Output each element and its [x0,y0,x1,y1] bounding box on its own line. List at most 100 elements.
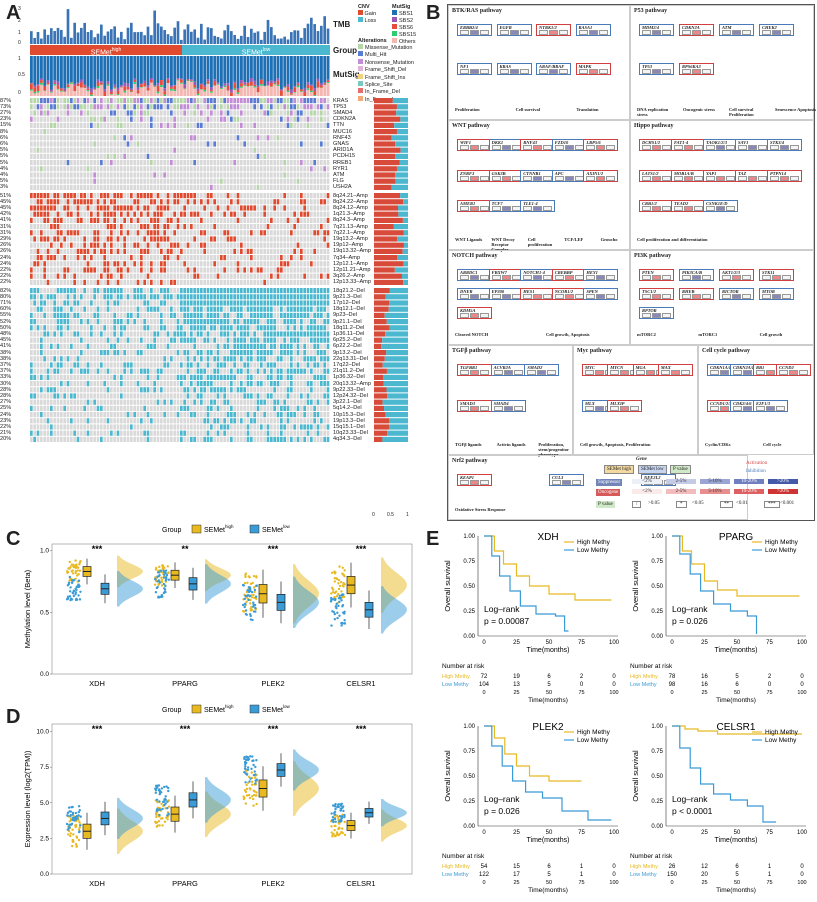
oncoplot-cell [180,381,183,387]
oncoplot-cell [276,193,280,199]
oncoplot-cell [196,153,200,159]
oncoplot-cell [273,306,276,312]
oncoplot-cell [306,116,310,122]
oncoplot-cell [56,122,60,128]
mutsig-bar-segment [56,56,60,82]
oncoplot-cell [100,350,103,356]
oncoplot-cell [136,122,140,128]
oncoplot-cell [290,184,293,190]
oncoplot-cell [246,193,250,199]
oncoplot-cell [146,374,150,380]
oncoplot-cell [70,261,73,267]
oncoplot-cell [223,343,226,349]
oncoplot-cell [106,104,110,110]
oncoplot-cell [73,205,76,211]
oncoplot-cell [320,343,323,349]
mutsig-bar-segment [153,85,157,87]
oncoplot-cell [250,387,253,393]
mutsig-bar-segment [316,78,320,82]
mutsig-bar-segment [203,87,207,90]
oncoplot-cell [303,184,306,190]
tmb-bar [230,31,233,44]
oncoplot-cell [126,368,130,374]
oncoplot-cell [266,184,270,190]
oncoplot-cell [210,141,213,147]
oncoplot-cell [100,147,103,153]
oncoplot-cell [260,325,263,331]
oncoplot-cell [186,211,190,217]
mutsig-bar-segment [76,86,80,96]
oncoplot-cell [150,104,153,110]
oncoplot-cell [300,199,303,205]
oncoplot-cell [303,110,306,116]
oncoplot-cell [116,166,120,172]
oncoplot-cell [303,242,306,248]
oncoplot-cell [70,122,73,128]
oncoplot-cell [230,172,233,178]
mutsig-bar-segment [136,90,140,94]
oncoplot-cell [36,211,40,217]
mutsig-bar-segment [116,56,120,88]
tmb-bar [70,37,73,44]
oncoplot-cell [103,279,106,285]
mutsig-bar-segment [180,82,183,84]
oncoplot-cell [210,242,213,248]
oncoplot-cell [223,184,226,190]
oncoplot-cell [243,387,246,393]
oncoplot-cell [46,104,50,110]
oncoplot-cell [93,279,96,285]
oncoplot-cell [236,273,240,279]
oncoplot-cell [296,261,300,267]
oncoplot-cell [286,98,290,104]
oncoplot-cell [93,193,96,199]
oncoplot-cell [166,294,170,300]
oncoplot-cell [83,193,86,199]
oncoplot-cell [193,236,196,242]
oncoplot-cell [313,319,316,325]
oncoplot-cell [103,319,106,325]
oncoplot-cell [216,368,220,374]
oncoplot-cell [253,312,256,318]
oncoplot-cell [56,255,60,261]
oncoplot-cell [46,217,50,223]
oncoplot-cell [130,141,133,147]
oncoplot-cell [243,153,246,159]
oncoplot-cell [46,381,50,387]
oncoplot-cell [250,300,253,306]
oncoplot-cell [316,160,320,166]
oncoplot-cell [133,211,136,217]
oncoplot-cell [90,230,93,236]
oncoplot-cell [136,343,140,349]
oncoplot-cell [60,255,63,261]
oncoplot-cell [203,224,206,230]
oncoplot-cell [80,129,83,135]
oncoplot-cell [120,362,123,368]
oncoplot-cell [66,350,70,356]
oncoplot-cell [246,381,250,387]
oncoplot-cell [123,279,126,285]
oncoplot-cell [280,248,283,254]
oncoplot-cell [156,153,160,159]
row-percentage: 21% [0,430,12,437]
row-percentage: 6% [0,134,9,141]
oncoplot-cell [73,368,76,374]
oncoplot-cell [253,153,256,159]
oncoplot-cell [153,110,156,116]
oncoplot-cell [100,393,103,399]
oncoplot-cell [66,184,70,190]
oncoplot-cell [223,160,226,166]
oncoplot-cell [260,319,263,325]
oncoplot-cell [83,178,86,184]
oncoplot-cell [240,141,243,147]
oncoplot-cell [183,166,186,172]
oncoplot-cell [230,350,233,356]
oncoplot-cell [230,199,233,205]
oncoplot-cell [166,300,170,306]
oncoplot-cell [196,122,200,128]
oncoplot-cell [310,104,313,110]
tmb-bar [146,26,150,44]
oncoplot-cell [170,337,173,343]
oncoplot-cell [240,217,243,223]
oncoplot-cell [190,199,193,205]
oncoplot-cell [173,387,176,393]
